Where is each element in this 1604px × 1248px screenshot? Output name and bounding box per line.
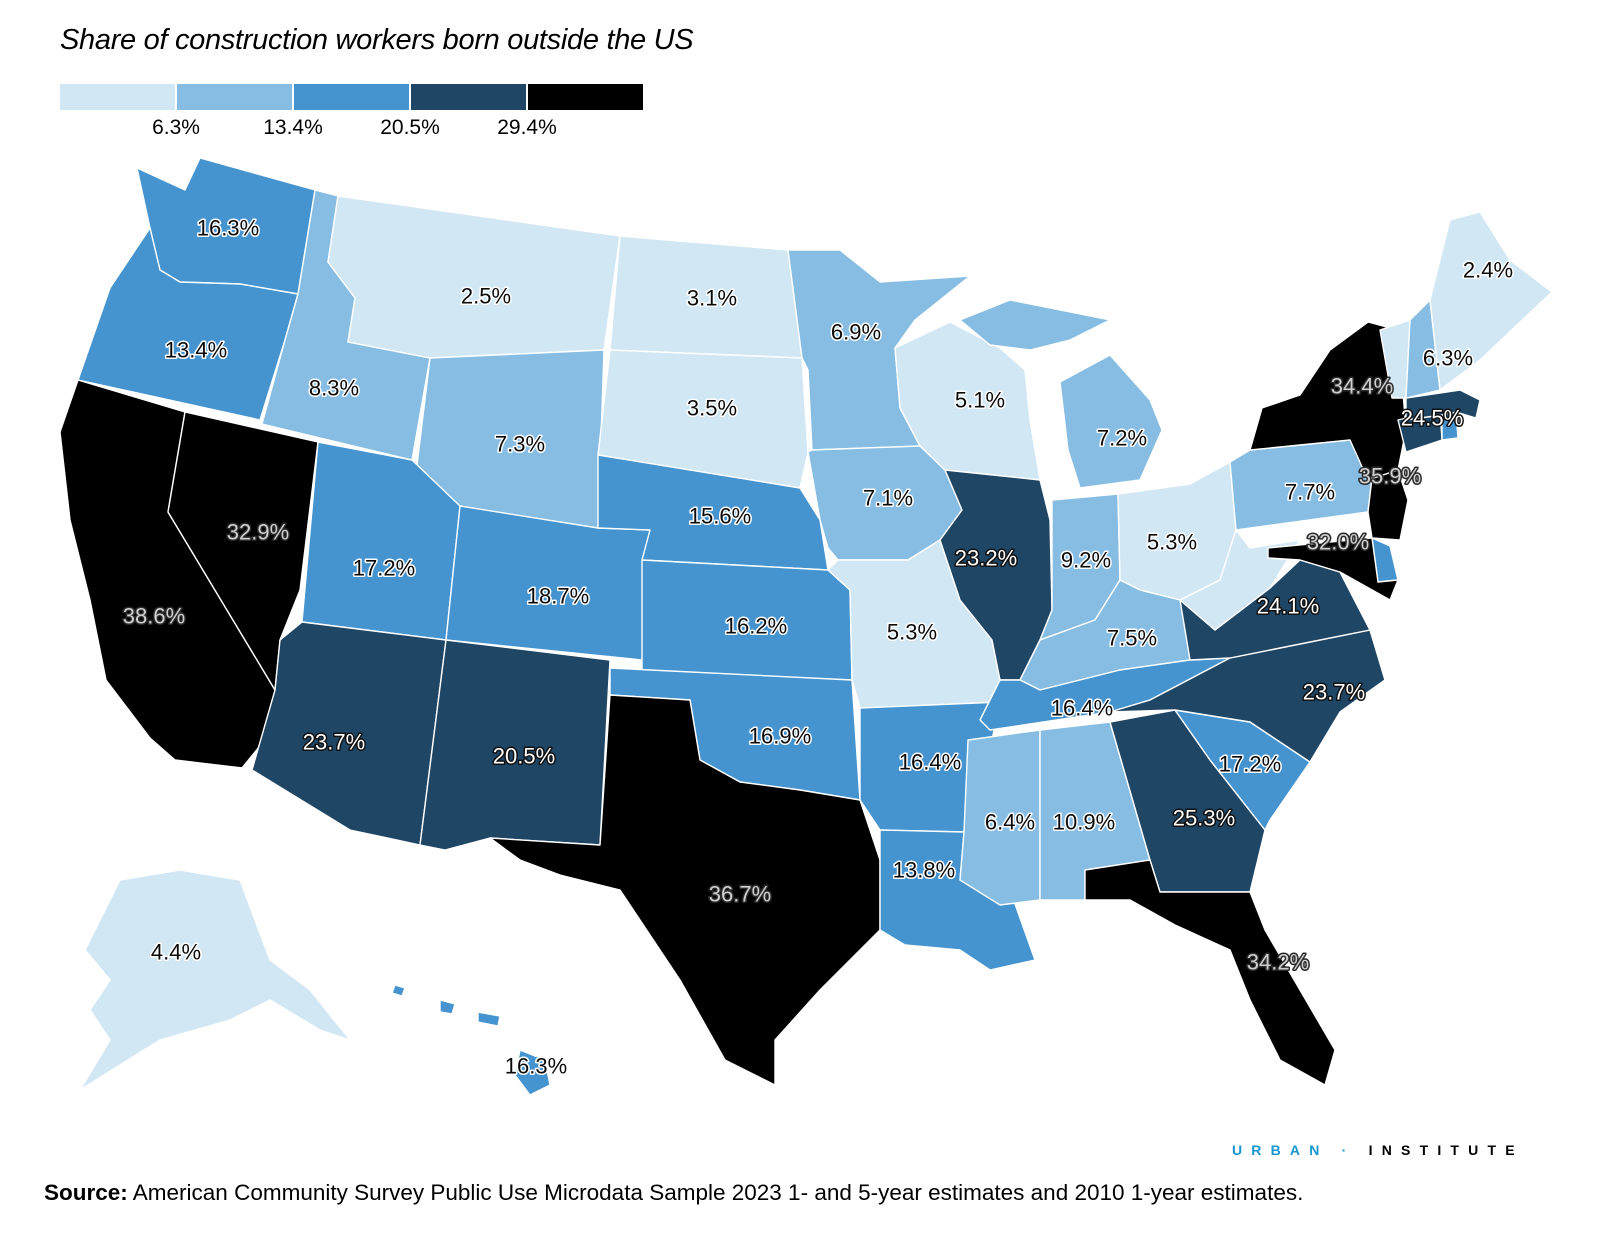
state-label-ne: 15.6% [689, 504, 751, 529]
legend-tick-3: 20.5% [380, 116, 440, 139]
state-label-va: 24.1% [1257, 594, 1319, 619]
state-label-ky: 7.5% [1107, 626, 1157, 651]
source-text: American Community Survey Public Use Mic… [127, 1180, 1304, 1205]
legend-tick-1: 6.3% [152, 116, 200, 139]
state-label-mo: 5.3% [887, 620, 937, 645]
state-md [1267, 537, 1399, 601]
state-wi [894, 321, 1041, 481]
state-mi-upper-peninsula [959, 299, 1111, 351]
state-label-ak: 4.4% [151, 940, 201, 965]
state-label-wa: 16.3% [197, 216, 259, 241]
state-label-ks: 16.2% [725, 614, 787, 639]
state-me [1429, 211, 1553, 391]
state-fl [1084, 859, 1336, 1086]
state-label-or: 13.4% [165, 338, 227, 363]
state-label-mi: 7.2% [1097, 426, 1147, 451]
state-label-al: 10.9% [1053, 810, 1115, 835]
state-label-id: 8.3% [309, 376, 359, 401]
state-label-ma: 24.5% [1401, 406, 1463, 431]
state-label-nm: 20.5% [493, 744, 555, 769]
state-ak [79, 869, 351, 1091]
source-label: Source: [44, 1180, 128, 1205]
source-note: Source: American Community Survey Public… [44, 1180, 1303, 1206]
state-label-tx: 36.7% [709, 882, 771, 907]
state-label-la: 13.8% [893, 858, 955, 883]
state-label-ms: 6.4% [985, 810, 1035, 835]
state-label-co: 18.7% [527, 584, 589, 609]
state-sd [597, 349, 809, 489]
state-label-nd: 3.1% [687, 286, 737, 311]
state-labels: 16.3% 13.4% 38.6% 32.9% 8.3% 2.5% 7.3% 17.2% 23.… [121, 214, 1514, 1080]
state-label-wi: 5.1% [955, 388, 1005, 413]
map-title: Share of construction workers born outsi… [60, 24, 694, 56]
state-label-nc: 23.7% [1303, 680, 1365, 705]
legend-swatch-5 [528, 84, 643, 110]
state-label-mt: 2.5% [461, 284, 511, 309]
legend-tick-4: 29.4% [497, 116, 557, 139]
state-label-ok: 16.9% [749, 724, 811, 749]
state-label-oh: 5.3% [1147, 530, 1197, 555]
legend-swatch-3 [294, 84, 409, 110]
state-nj [1367, 469, 1409, 541]
state-label-ga: 25.3% [1173, 806, 1235, 831]
legend-swatch-2 [177, 84, 292, 110]
state-ma [1405, 389, 1481, 421]
state-label-sc: 17.2% [1219, 752, 1281, 777]
state-mt [327, 195, 621, 359]
state-label-nv: 32.9% [227, 520, 289, 545]
state-label-ar: 16.4% [899, 750, 961, 775]
urban-institute-logo: URBAN · INSTITUTE [1232, 1142, 1524, 1158]
legend-swatch-1 [60, 84, 175, 110]
state-label-mn: 6.9% [831, 320, 881, 345]
state-label-ut: 17.2% [353, 556, 415, 581]
state-label-hi: 16.3% [505, 1054, 567, 1079]
state-hi [391, 984, 551, 1096]
state-tx [489, 694, 881, 1086]
legend-tick-2: 13.4% [263, 116, 323, 139]
state-label-sd: 3.5% [687, 396, 737, 421]
state-label-md: 32.0% [1307, 530, 1369, 555]
state-label-nh: 6.3% [1423, 346, 1473, 371]
state-shapes [59, 157, 1553, 1096]
state-label-me: 2.4% [1463, 258, 1513, 283]
state-label-il: 23.2% [955, 546, 1017, 571]
state-mi [1059, 354, 1163, 489]
state-label-pa: 7.7% [1285, 480, 1335, 505]
state-label-in: 9.2% [1061, 548, 1111, 573]
state-label-tn: 16.4% [1051, 696, 1113, 721]
state-label-nj: 35.9% [1359, 464, 1421, 489]
state-label-fl: 34.2% [1247, 950, 1309, 975]
state-label-ny: 34.4% [1331, 374, 1393, 399]
state-label-ca: 38.6% [123, 604, 185, 629]
legend-swatch-4 [411, 84, 526, 110]
state-label-az: 23.7% [303, 730, 365, 755]
state-label-wy: 7.3% [495, 432, 545, 457]
state-label-ia: 7.1% [863, 486, 913, 511]
